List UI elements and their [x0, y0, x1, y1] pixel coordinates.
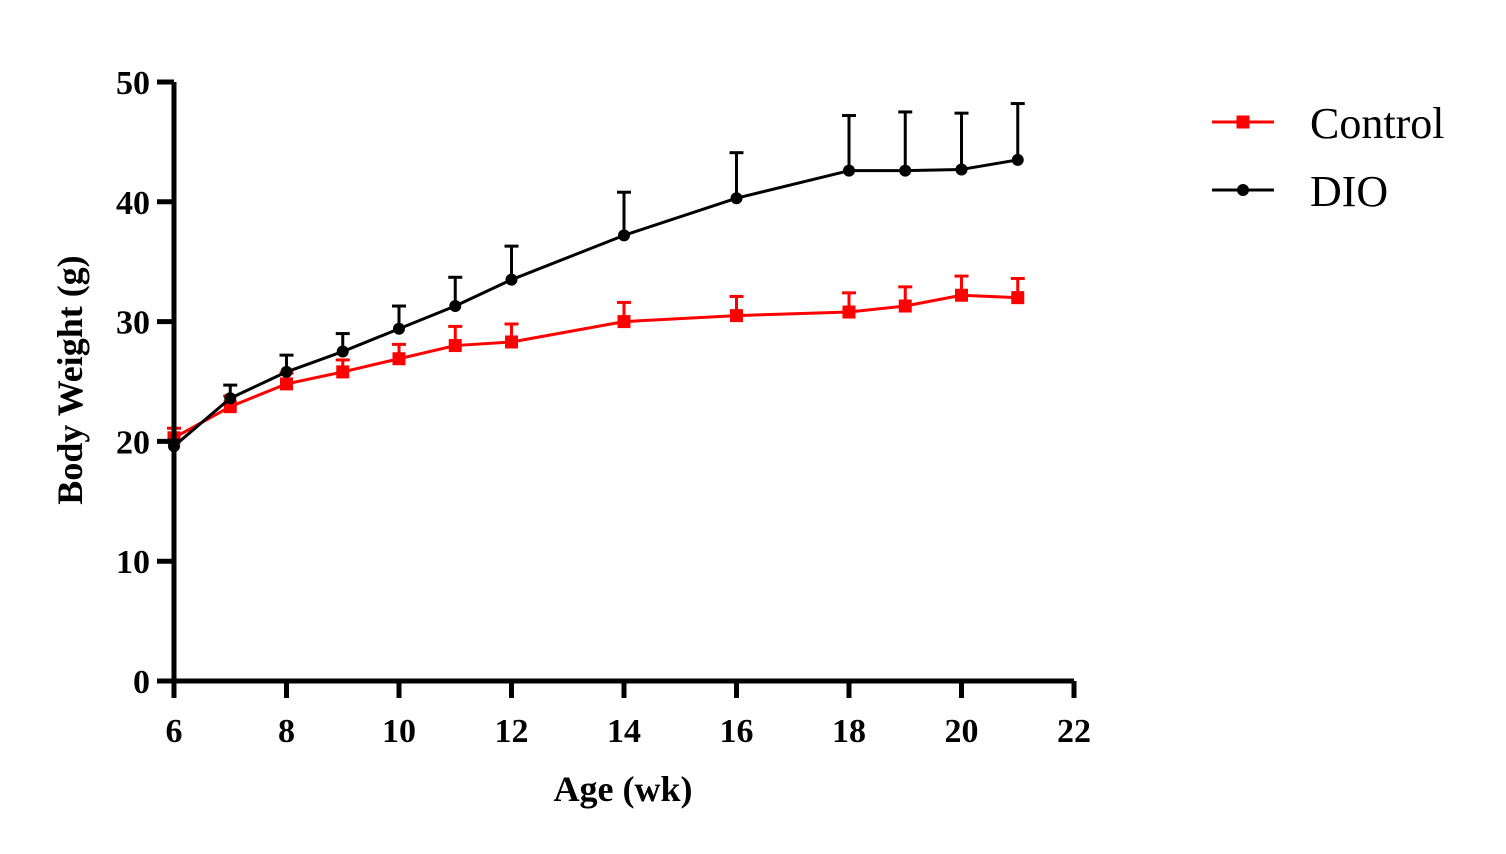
x-tick-label: 12: [495, 713, 529, 750]
x-axis-title: Age (wk): [554, 769, 693, 809]
data-point: [392, 352, 406, 366]
y-tick-label: 20: [116, 424, 150, 461]
data-point: [280, 365, 293, 378]
data-point: [1011, 291, 1025, 305]
y-axis-ticks: 0 10 20 30 40 50: [116, 65, 174, 701]
y-tick-label: 40: [116, 185, 150, 222]
x-tick-label: 22: [1057, 713, 1091, 750]
data-point: [505, 335, 518, 349]
data-point: [223, 400, 237, 414]
x-tick-label: 10: [382, 713, 416, 750]
data-point: [280, 377, 293, 391]
series-dio: [167, 102, 1025, 453]
data-point: [505, 273, 518, 286]
legend-label: Control: [1310, 99, 1444, 148]
series-line: [173, 158, 1019, 448]
x-tick-label: 16: [720, 713, 754, 750]
legend-marker: [1237, 184, 1249, 196]
data-point: [448, 339, 462, 353]
data-point: [617, 315, 631, 329]
legend: Control DIO: [1212, 99, 1444, 216]
legend-item-control: Control: [1212, 99, 1444, 148]
data-point: [224, 392, 237, 405]
data-point: [843, 164, 855, 177]
y-tick-label: 0: [133, 664, 150, 701]
data-point: [730, 309, 743, 323]
x-tick-label: 8: [278, 713, 295, 750]
x-tick-label: 14: [607, 713, 641, 750]
legend-marker: [1236, 115, 1250, 129]
data-point: [336, 345, 349, 358]
x-tick-label: 18: [832, 713, 866, 750]
data-point: [955, 163, 968, 176]
data-point: [842, 305, 856, 319]
x-tick-label: 6: [166, 713, 183, 750]
data-point: [730, 192, 743, 205]
y-tick-label: 30: [116, 305, 150, 342]
axes: 6 8 10 12 14 16 18 20 22 0 10 20 30 40 50 Age (wk) Bo…: [50, 65, 1091, 809]
data-point: [449, 300, 462, 313]
y-axis-title: Body Weight (g): [50, 255, 90, 504]
data-point: [393, 322, 405, 335]
data-point: [898, 299, 912, 313]
data-point: [336, 365, 350, 379]
data-point: [1011, 153, 1024, 166]
y-tick-label: 50: [116, 65, 150, 102]
y-tick-label: 10: [116, 544, 150, 581]
x-tick-label: 20: [945, 713, 979, 750]
series-control: [167, 274, 1025, 445]
legend-item-dio: DIO: [1212, 167, 1388, 216]
x-axis-ticks: 6 8 10 12 14 16 18 20 22: [166, 681, 1091, 750]
data-point: [618, 229, 630, 242]
data-point: [899, 164, 912, 177]
plot-area: [167, 102, 1025, 453]
data-point: [955, 288, 968, 302]
legend-label: DIO: [1310, 167, 1388, 216]
